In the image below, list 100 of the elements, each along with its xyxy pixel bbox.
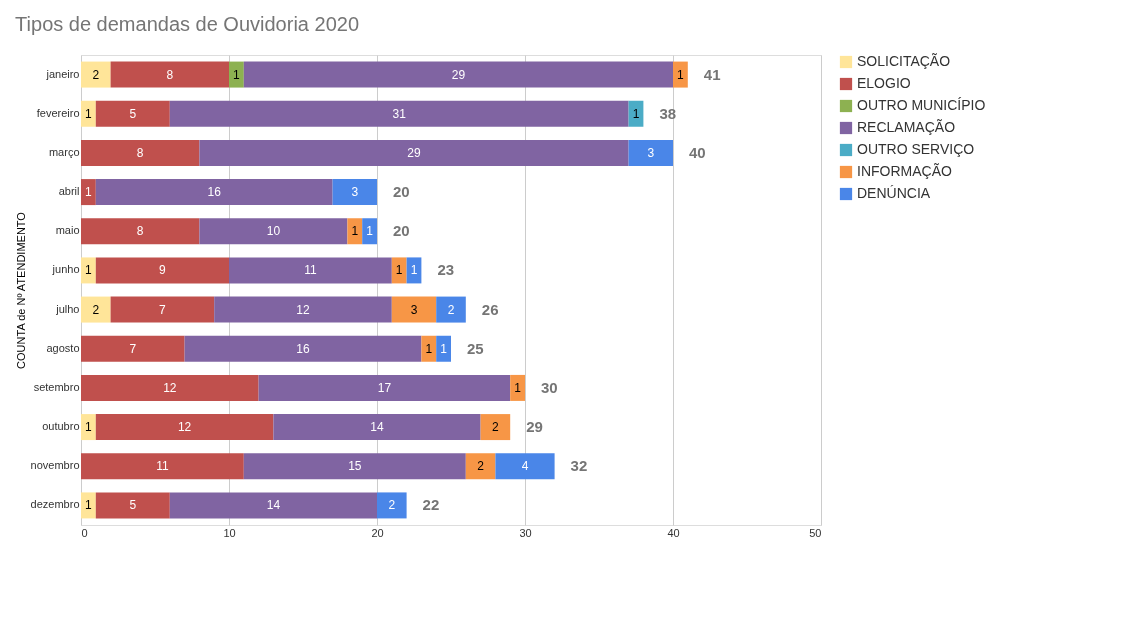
- y-tick-label: julho: [55, 302, 80, 315]
- x-tick-label: 0: [81, 526, 88, 539]
- bar: [199, 139, 629, 166]
- data-label: 31: [392, 106, 407, 121]
- bar: [628, 139, 673, 166]
- data-label: 1: [366, 224, 374, 239]
- bar: [214, 296, 392, 323]
- total-label: 30: [541, 378, 558, 396]
- total-label: 23: [437, 261, 455, 279]
- bar: [81, 296, 111, 323]
- y-tick-label: setembro: [33, 380, 80, 393]
- data-label: 5: [129, 498, 137, 513]
- data-label: 11: [304, 263, 317, 278]
- data-label: 1: [632, 106, 640, 121]
- bar: [81, 100, 96, 127]
- x-tick-label: 20: [371, 526, 384, 539]
- total-label: 32: [570, 457, 588, 475]
- total-label: 20: [393, 183, 410, 201]
- data-label: 2: [92, 67, 100, 82]
- legend-label: ELOGIO: [857, 75, 911, 91]
- data-label: 2: [92, 302, 100, 317]
- total-label: 25: [467, 339, 484, 357]
- bar: [81, 257, 96, 284]
- data-label: 1: [514, 380, 522, 395]
- data-label: 9: [159, 263, 167, 278]
- data-label: 1: [85, 498, 93, 513]
- bar: [495, 453, 555, 480]
- data-label: 8: [136, 145, 144, 160]
- data-label: 7: [129, 341, 137, 356]
- bar: [480, 414, 511, 441]
- data-label: 29: [407, 145, 421, 160]
- data-label: 1: [440, 341, 448, 356]
- data-label: 12: [163, 380, 177, 395]
- x-tick-label: 50: [809, 526, 822, 539]
- legend-label: OUTRO SERVIÇO: [857, 141, 975, 157]
- bar: [199, 218, 348, 245]
- data-label: 8: [136, 224, 144, 239]
- total-label: 22: [422, 496, 440, 514]
- data-label: 1: [425, 341, 433, 356]
- data-label: 3: [351, 185, 359, 200]
- bar: [436, 296, 466, 323]
- bar: [95, 257, 229, 284]
- data-label: 2: [388, 498, 396, 513]
- bar: [81, 335, 185, 362]
- y-tick-label: fevereiro: [36, 106, 80, 119]
- data-label: 2: [477, 459, 485, 474]
- data-label: 1: [351, 224, 359, 239]
- bar: [81, 374, 259, 401]
- bar: [81, 218, 200, 245]
- total-label: 26: [481, 300, 499, 318]
- data-label: 16: [207, 185, 222, 200]
- bar: [436, 335, 451, 362]
- y-tick-label: janeiro: [45, 67, 80, 80]
- bar: [362, 218, 377, 245]
- bar: [391, 257, 407, 284]
- data-label: 15: [348, 459, 362, 474]
- legend-label: DENÚNCIA: [857, 185, 931, 201]
- data-label: 1: [410, 263, 418, 278]
- legend-label: INFORMAÇÃO: [857, 163, 952, 179]
- x-tick-label: 40: [667, 526, 680, 539]
- y-tick-label: março: [48, 145, 80, 158]
- data-label: 8: [166, 67, 174, 82]
- data-label: 14: [266, 498, 281, 513]
- bar: [332, 179, 377, 206]
- data-label: 5: [129, 106, 137, 121]
- data-label: 1: [233, 67, 241, 82]
- bar: [81, 61, 111, 88]
- total-label: 29: [526, 418, 543, 436]
- x-tick-label: 10: [223, 526, 236, 539]
- bar: [95, 492, 170, 519]
- y-tick-label: abril: [58, 185, 80, 198]
- bar: [421, 335, 437, 362]
- bar: [229, 257, 392, 284]
- y-axis-title: COUNTA de Nº ATENDIMENTO: [14, 211, 27, 369]
- bar: [81, 414, 96, 441]
- bar: [110, 296, 215, 323]
- data-label: 2: [447, 302, 455, 317]
- data-label: 1: [85, 420, 93, 435]
- data-label: 17: [377, 380, 392, 395]
- data-label: 14: [370, 420, 384, 435]
- total-label: 41: [703, 65, 721, 83]
- data-label: 11: [156, 459, 169, 474]
- bar: [95, 100, 170, 127]
- bar: [169, 492, 377, 519]
- y-tick-label: junho: [51, 263, 80, 276]
- data-label: 3: [410, 302, 418, 317]
- data-label: 2: [492, 420, 500, 435]
- y-tick-label: novembro: [30, 459, 80, 472]
- chart-title: Tipos de demandas de Ouvidoria 2020: [15, 13, 360, 35]
- data-label: 16: [296, 341, 310, 356]
- bar: [95, 414, 274, 441]
- data-label: 12: [296, 302, 310, 317]
- legend-label: RECLAMAÇÃO: [857, 119, 956, 135]
- bar: [110, 61, 229, 88]
- data-label: 1: [677, 67, 685, 82]
- total-label: 38: [659, 104, 677, 122]
- bar: [81, 492, 96, 519]
- bar: [95, 179, 333, 206]
- data-label: 1: [85, 106, 93, 121]
- bar: [273, 414, 481, 441]
